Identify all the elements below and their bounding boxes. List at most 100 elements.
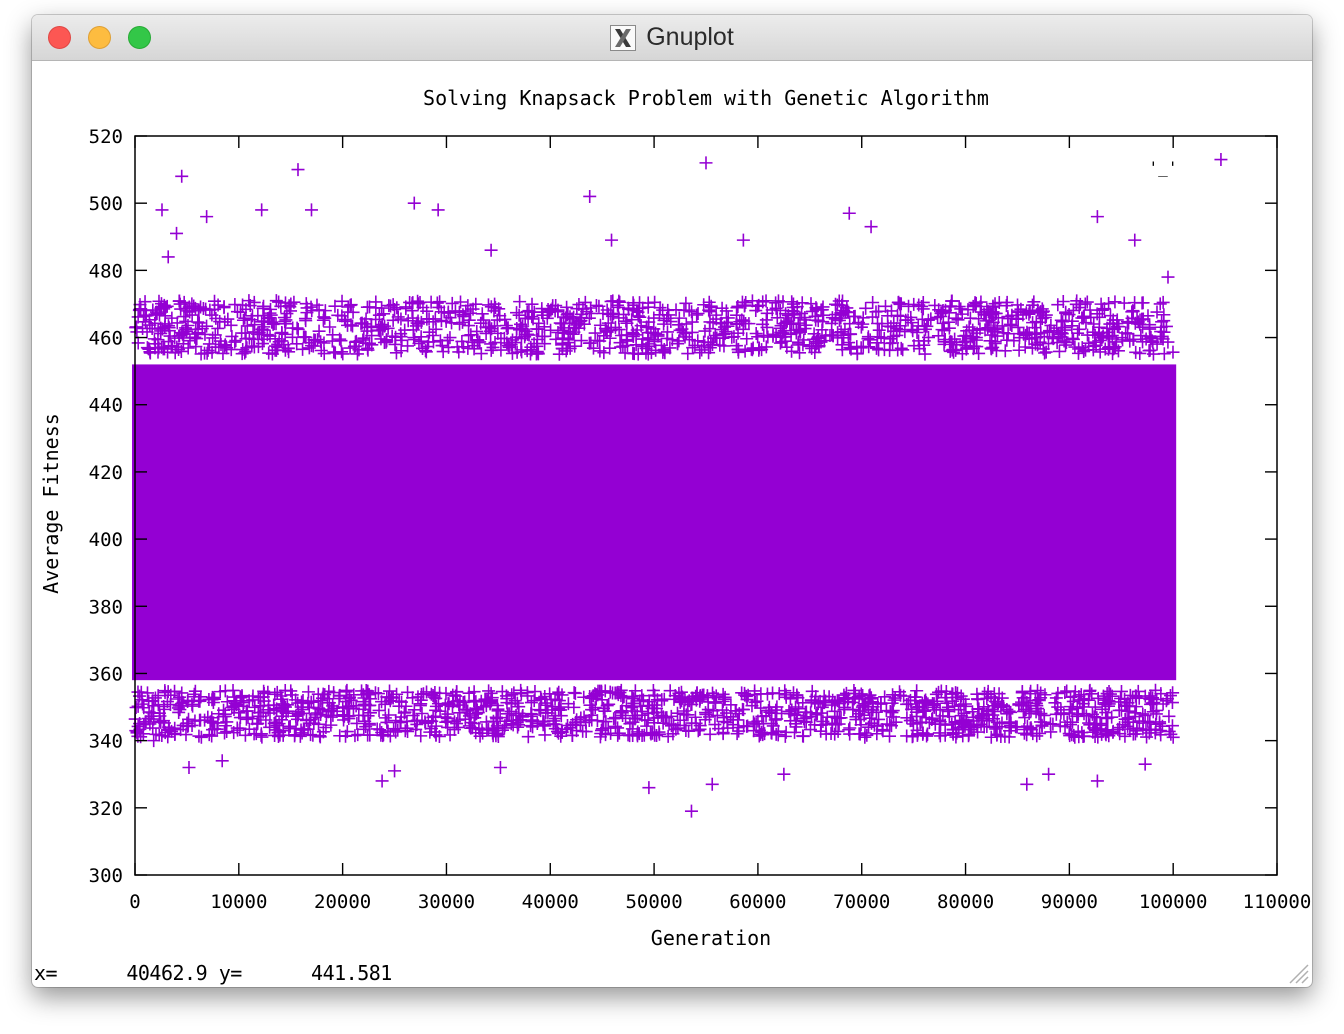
data-point [300, 306, 314, 320]
data-point [907, 339, 921, 353]
y-tick-label: 360 [89, 663, 123, 685]
data-point [1161, 270, 1175, 284]
data-point [1102, 341, 1116, 355]
data-point [406, 708, 420, 722]
data-point [606, 686, 620, 700]
resize-grip-icon[interactable] [1284, 959, 1310, 985]
x-tick-label: 20000 [314, 891, 371, 913]
data-point [567, 700, 581, 714]
data-point [901, 313, 915, 327]
data-point [1088, 700, 1102, 714]
data-point [685, 325, 699, 339]
data-point [551, 325, 565, 339]
data-point [549, 332, 563, 346]
data-point [884, 719, 898, 733]
data-point [902, 299, 916, 313]
data-point [703, 727, 717, 741]
data-point [932, 685, 946, 699]
data-point [389, 725, 403, 739]
data-point [872, 323, 886, 337]
data-point [627, 692, 641, 706]
data-point [471, 706, 485, 720]
data-point [297, 722, 311, 736]
data-point [647, 335, 661, 349]
data-point [1019, 328, 1033, 342]
data-point [850, 347, 864, 361]
data-point [187, 299, 201, 313]
data-point [323, 320, 337, 334]
data-point [1121, 327, 1135, 341]
data-point [131, 310, 145, 324]
data-point [1117, 296, 1131, 310]
data-point [350, 716, 364, 730]
data-point [1071, 707, 1085, 721]
x-tick-label: 30000 [418, 891, 475, 913]
data-point [164, 339, 178, 353]
data-point [190, 332, 204, 346]
data-point [752, 729, 766, 743]
data-point [1108, 295, 1122, 309]
data-point [188, 714, 202, 728]
data-point [942, 710, 956, 724]
data-point [674, 685, 688, 699]
data-point [843, 341, 857, 355]
data-point [814, 303, 828, 317]
data-point [170, 226, 184, 240]
data-point [560, 342, 574, 356]
data-point [382, 708, 396, 722]
data-point [878, 299, 892, 313]
data-point [1146, 691, 1160, 705]
data-point [620, 334, 634, 348]
data-point [475, 307, 489, 321]
minimize-button[interactable] [88, 26, 111, 49]
data-point [386, 298, 400, 312]
data-point [1099, 728, 1113, 742]
data-point [328, 346, 342, 360]
data-point [601, 721, 615, 735]
data-point [326, 699, 340, 713]
data-point [946, 723, 960, 737]
data-point [530, 322, 544, 336]
data-point [641, 296, 655, 310]
data-point [938, 303, 952, 317]
data-point [510, 330, 524, 344]
data-point [129, 701, 143, 715]
data-point [155, 729, 169, 743]
data-point [776, 295, 790, 309]
data-point [304, 695, 318, 709]
data-point [269, 294, 283, 308]
data-point [328, 299, 342, 313]
data-point [1054, 703, 1068, 717]
data-point [240, 319, 254, 333]
data-point [1043, 324, 1057, 338]
data-point [843, 721, 857, 735]
data-point [886, 688, 900, 702]
data-point [915, 299, 929, 313]
data-point [383, 684, 397, 698]
title-bar[interactable]: Gnuplot [32, 15, 1312, 61]
data-point [1044, 725, 1058, 739]
data-point [1001, 310, 1015, 324]
data-point [1072, 322, 1086, 336]
close-button[interactable] [48, 26, 71, 49]
data-point [1159, 319, 1173, 333]
y-tick-label: 340 [89, 731, 123, 753]
data-point [816, 714, 830, 728]
data-point [514, 683, 528, 697]
data-point [170, 340, 184, 354]
data-point [789, 714, 803, 728]
data-point [525, 297, 539, 311]
zoom-button[interactable] [128, 26, 151, 49]
data-point [291, 163, 305, 177]
data-point [205, 729, 219, 743]
data-point [1054, 313, 1068, 327]
data-point [1034, 686, 1048, 700]
scatter-chart[interactable]: Solving Knapsack Problem with Genetic Al… [32, 61, 1312, 956]
data-point [950, 338, 964, 352]
data-point [234, 305, 248, 319]
data-point [1166, 730, 1180, 744]
data-point [221, 312, 235, 326]
data-point [1144, 689, 1158, 703]
dense-point-band [132, 364, 1177, 681]
data-point [1114, 703, 1128, 717]
